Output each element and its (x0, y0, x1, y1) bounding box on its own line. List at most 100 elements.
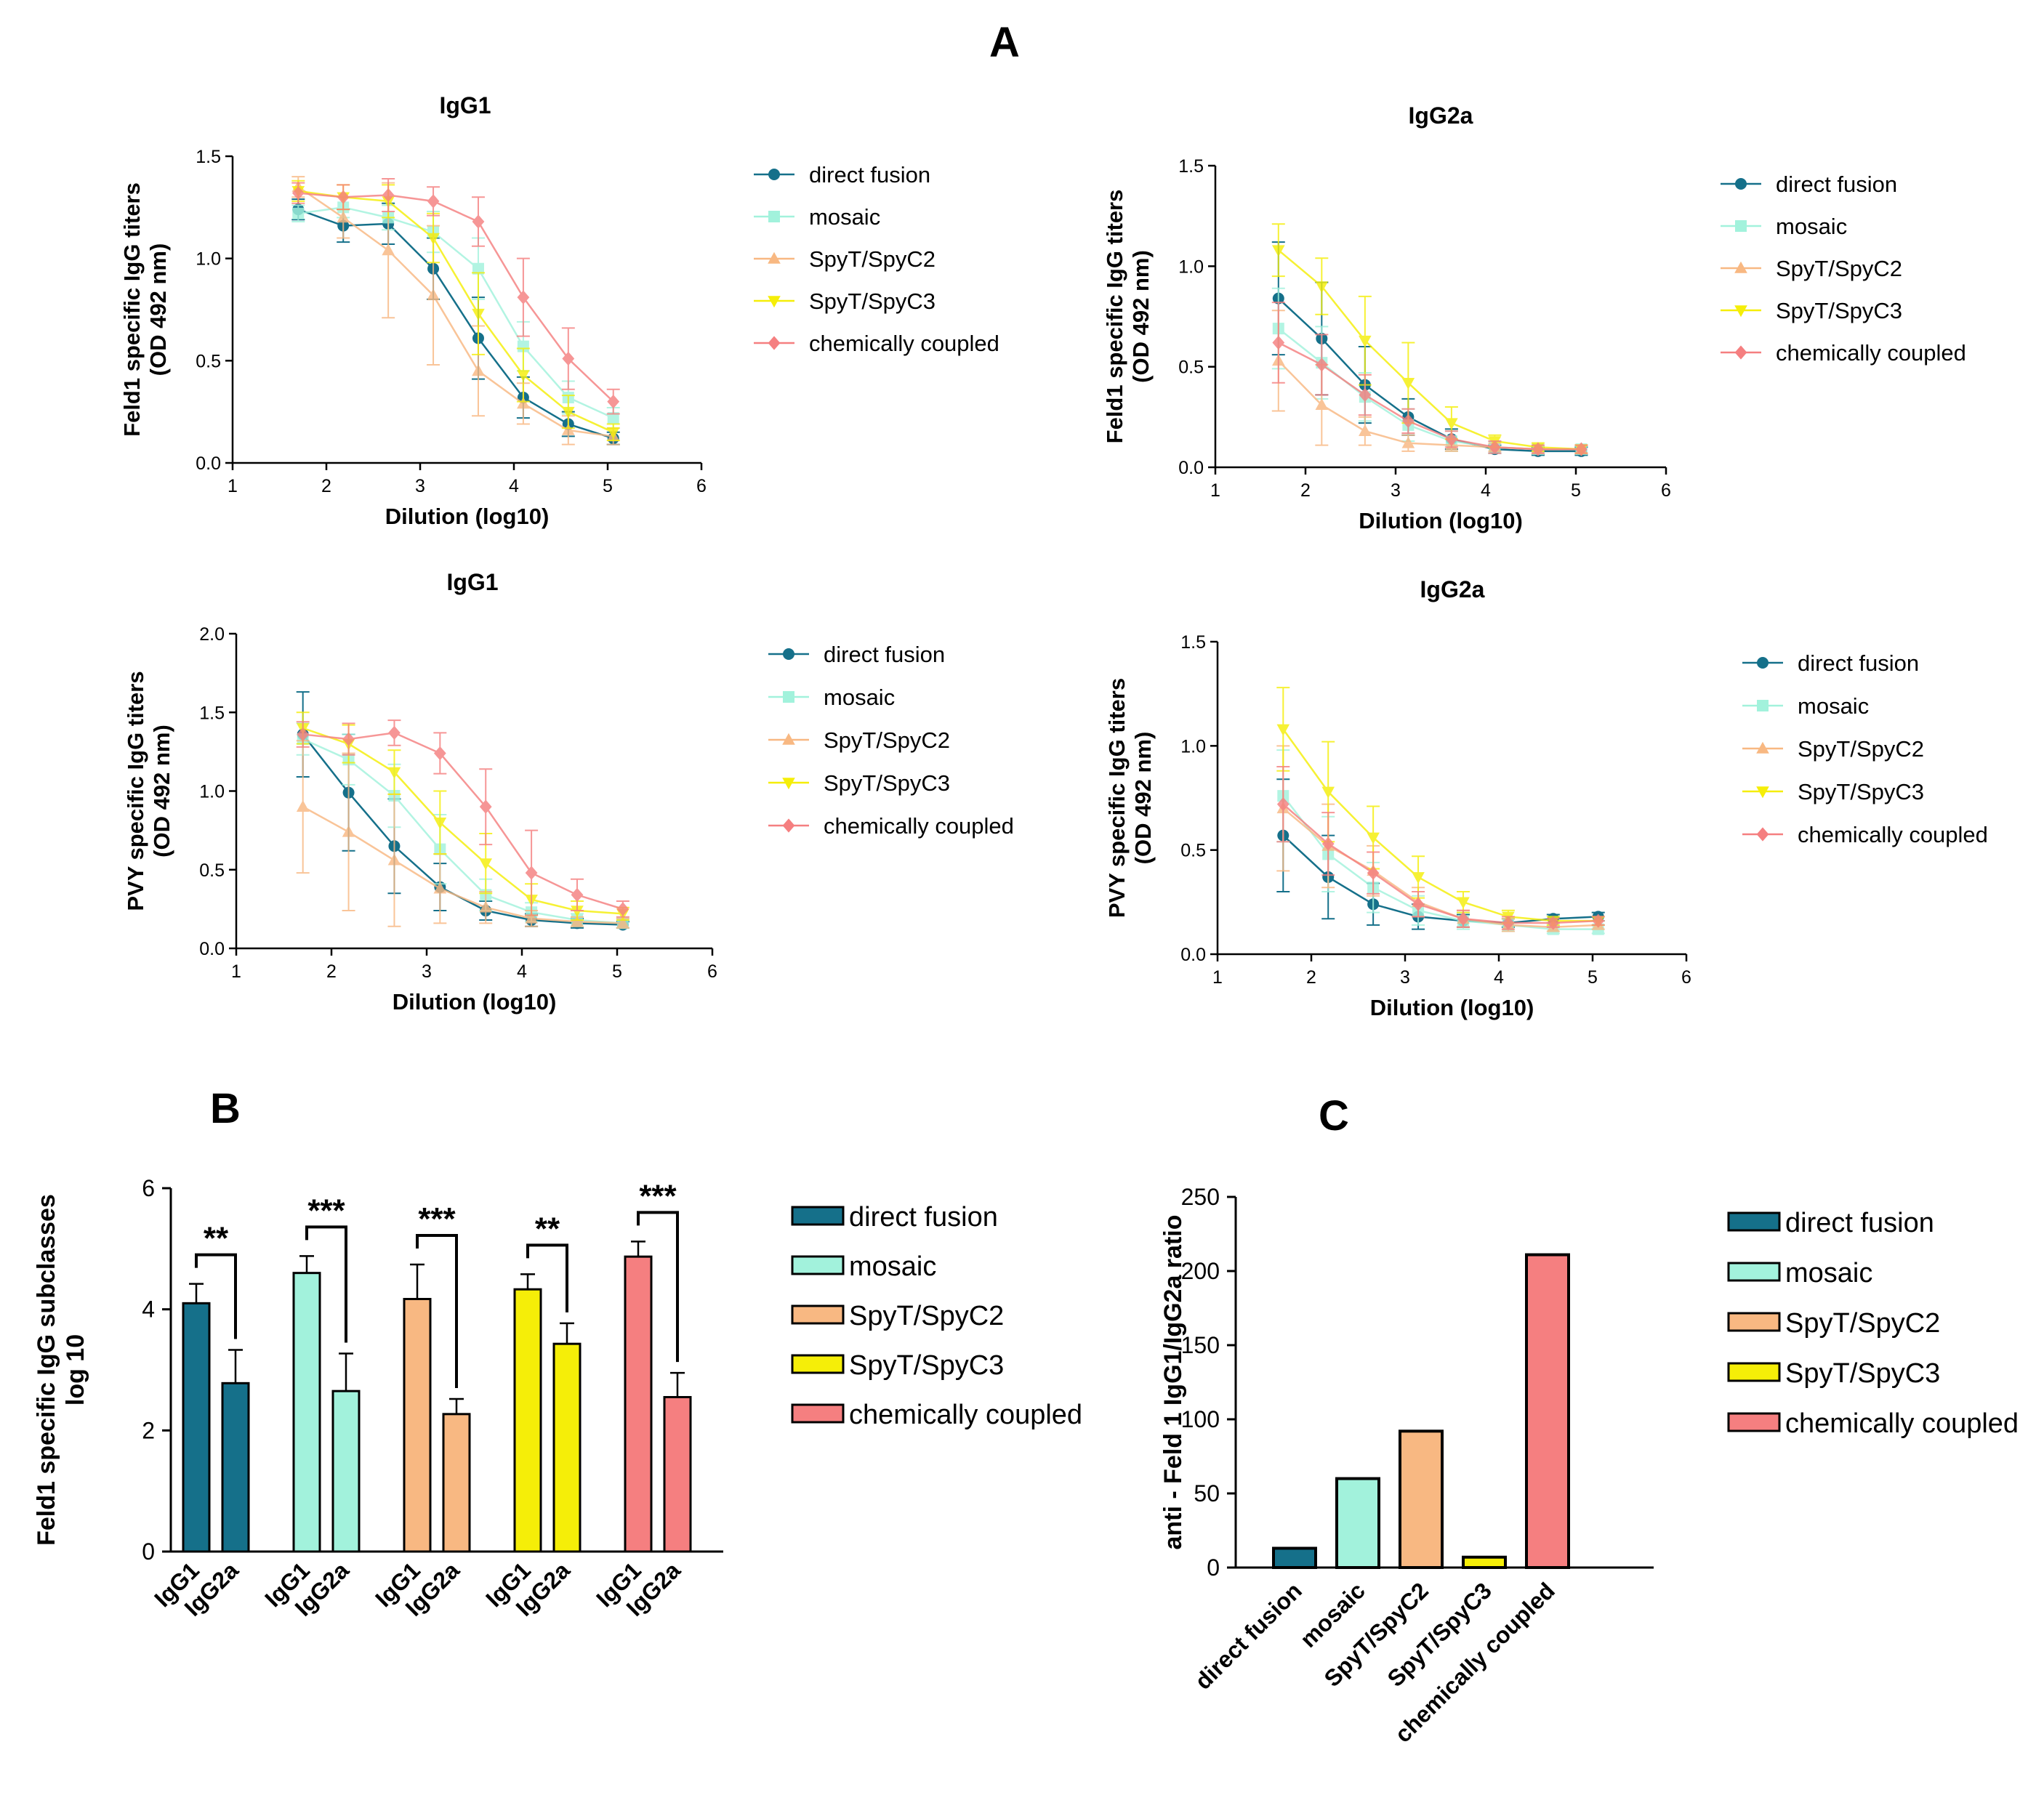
data-point (571, 905, 584, 918)
series-mosaic (291, 196, 620, 429)
data-point (472, 214, 485, 229)
data-point (517, 370, 530, 382)
bar-spyt-spyc2 (1399, 1429, 1444, 1569)
series-line (302, 738, 623, 924)
data-point (433, 746, 446, 761)
legend-label: SpyT/SpyC2 (1785, 1308, 1940, 1339)
y-axis-label: Feld1 specific IgG titers (119, 182, 145, 437)
x-tick-label: 5 (1571, 480, 1581, 501)
legend-swatch (791, 1354, 845, 1374)
legend-label: SpyT/SpyC2 (809, 246, 936, 272)
bar-igg1 (292, 1272, 321, 1553)
bar-mosaic (1335, 1477, 1380, 1569)
data-point (1315, 398, 1329, 411)
chart-pvy-igg1: 0.0 0.5 1.0 1.5 2.0 1 2 3 4 5 6 IgG1 Dilution (log10… (123, 569, 1014, 1015)
data-point (616, 916, 629, 929)
x-tick-label: 1 (228, 476, 238, 496)
legend-item-spyt-spyc3: SpyT/SpyC3 (1742, 779, 1924, 804)
legend-swatch (1727, 1262, 1781, 1282)
x-tick-label: 5 (612, 961, 622, 982)
legend-item-mosaic: mosaic (754, 204, 880, 230)
legend-label: mosaic (824, 685, 895, 710)
chart-feld1-igg2a: 0.0 0.5 1.0 1.5 1 2 3 4 5 6 IgG2a Dilution (log10) F… (1102, 102, 1966, 533)
series-spyt-spyc2 (1276, 745, 1605, 932)
y-tick-label: 0.5 (199, 860, 225, 881)
significance-stars: *** (307, 1193, 345, 1228)
legend-item-spyt-spyc3: SpyT/SpyC3 (1721, 298, 1902, 323)
legend-marker (768, 211, 780, 222)
legend-item-spyt-spyc2: SpyT/SpyC2 (1727, 1308, 1940, 1339)
chart-title: IgG1 (439, 92, 491, 118)
data-point (433, 818, 447, 829)
legend-item-spyt-spyc3: SpyT/SpyC3 (768, 770, 950, 796)
series-line (298, 192, 614, 403)
series-line (1282, 803, 1598, 924)
y-axis-label-unit: (OD 492 nm) (145, 243, 171, 376)
chart-panel-c: C 0 50 100 150 200 250 anti - Feld 1 IgG1/IgG2a… (1159, 1092, 2019, 1748)
bar-spyt-spyc3 (1462, 1555, 1507, 1569)
legend-label: chemically coupled (1785, 1408, 2019, 1439)
data-point (342, 825, 355, 837)
data-point (1367, 866, 1380, 880)
data-point (479, 858, 493, 871)
data-point (616, 902, 629, 916)
legend-label: chemically coupled (1776, 340, 1966, 366)
legend-marker (768, 296, 781, 308)
data-point (1457, 897, 1470, 909)
legend-label: direct fusion (1798, 650, 1919, 676)
y-tick-label: 0.5 (1180, 841, 1206, 861)
legend-label: SpyT/SpyC2 (1776, 256, 1902, 281)
bar-igg2a (221, 1382, 250, 1553)
legend-label: mosaic (849, 1251, 936, 1282)
legend-marker (1756, 741, 1769, 754)
legend-item-spyt-spyc3: SpyT/SpyC3 (791, 1350, 1004, 1381)
bar-igg2a (331, 1389, 361, 1553)
legend-item-spyt-spyc3: SpyT/SpyC3 (1727, 1358, 1940, 1389)
data-point (1445, 418, 1458, 430)
data-point (388, 725, 401, 740)
bar-direct-fusion (1272, 1546, 1317, 1569)
y-tick-label: 1.0 (196, 249, 221, 270)
legend-label: SpyT/SpyC2 (824, 727, 950, 753)
data-point (1367, 832, 1380, 844)
legend-label: mosaic (1785, 1258, 1872, 1288)
x-tick-label: 1 (1212, 967, 1223, 988)
legend-item-chemically-coupled: chemically coupled (1721, 340, 1966, 366)
legend-item-mosaic: mosaic (1721, 214, 1847, 239)
legend-label: chemically coupled (824, 813, 1014, 839)
bar-igg2a (663, 1396, 692, 1553)
legend-swatch (791, 1403, 845, 1424)
x-tick-label: 5 (1588, 967, 1598, 988)
x-tick-label: 6 (696, 476, 707, 496)
data-point (525, 866, 538, 880)
legend-swatch (1727, 1362, 1781, 1382)
y-tick-label: 0 (142, 1538, 155, 1565)
series-chemically-coupled (1271, 302, 1588, 456)
data-point (387, 767, 401, 779)
x-tick-label: 6 (1661, 480, 1671, 501)
x-tick-label: 3 (422, 961, 432, 982)
y-tick-label: 1.5 (1178, 156, 1204, 177)
data-point (297, 727, 310, 742)
series-line (1282, 795, 1598, 930)
data-point (382, 243, 395, 256)
series-chemically-coupled (291, 177, 620, 415)
x-tick-label: 5 (603, 476, 613, 496)
legend-marker (783, 691, 794, 703)
legend-item-spyt-spyc2: SpyT/SpyC2 (1742, 736, 1924, 762)
x-tick-label: 2 (321, 476, 331, 496)
x-tick-label: 2 (1306, 967, 1316, 988)
legend-label: SpyT/SpyC3 (849, 1350, 1004, 1381)
x-tick-label: 3 (1391, 480, 1401, 501)
legend-swatch (1727, 1412, 1781, 1432)
y-tick-label: 2.0 (199, 624, 225, 645)
x-tick-label: 6 (707, 961, 717, 982)
series-spyt-spyc2 (291, 176, 620, 445)
legend-label: mosaic (1776, 214, 1847, 239)
bar-igg1 (182, 1302, 211, 1553)
y-axis-label: PVY specific IgG titers (1104, 678, 1130, 918)
legend-item-mosaic: mosaic (1742, 693, 1869, 719)
